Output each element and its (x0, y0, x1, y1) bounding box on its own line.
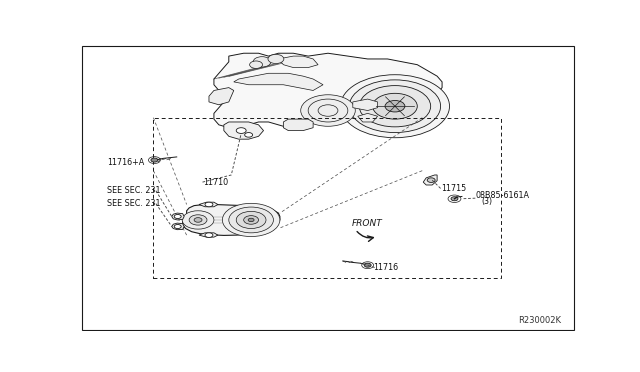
Text: SEE SEC. 231: SEE SEC. 231 (108, 186, 161, 195)
Circle shape (236, 211, 266, 228)
Circle shape (318, 105, 338, 116)
Polygon shape (358, 113, 378, 122)
Circle shape (250, 61, 262, 68)
Polygon shape (209, 87, 234, 105)
Circle shape (359, 86, 431, 127)
Polygon shape (199, 202, 218, 207)
Circle shape (205, 233, 213, 237)
Circle shape (236, 128, 246, 134)
Circle shape (174, 225, 181, 228)
Circle shape (301, 95, 355, 126)
Circle shape (253, 57, 271, 67)
Text: 08B85-6161A: 08B85-6161A (476, 191, 530, 201)
Circle shape (385, 100, 405, 112)
Circle shape (349, 80, 440, 132)
Text: 11715: 11715 (441, 184, 467, 193)
Polygon shape (353, 99, 378, 110)
Text: (3): (3) (482, 197, 493, 206)
Bar (154, 118, 500, 278)
Circle shape (308, 99, 348, 122)
Circle shape (229, 207, 273, 233)
Polygon shape (214, 53, 442, 128)
Circle shape (182, 211, 214, 229)
Polygon shape (278, 56, 318, 68)
Polygon shape (224, 122, 264, 139)
Polygon shape (423, 175, 437, 185)
Circle shape (268, 54, 284, 64)
Text: 11710: 11710 (203, 178, 228, 187)
Circle shape (222, 203, 280, 237)
Text: FRONT: FRONT (352, 219, 383, 228)
Text: 11716+A: 11716+A (108, 158, 145, 167)
Polygon shape (172, 213, 184, 220)
Circle shape (372, 93, 417, 119)
Circle shape (340, 75, 449, 138)
Polygon shape (182, 205, 280, 235)
Text: SEE SEC. 231: SEE SEC. 231 (108, 199, 161, 208)
Circle shape (205, 202, 213, 207)
Circle shape (244, 132, 253, 137)
Circle shape (174, 215, 181, 218)
Polygon shape (199, 233, 218, 237)
Circle shape (189, 215, 207, 225)
Text: 11716: 11716 (374, 263, 399, 272)
Circle shape (194, 218, 202, 222)
Circle shape (244, 216, 259, 224)
Text: R230002K: R230002K (518, 316, 561, 325)
Circle shape (364, 263, 371, 267)
Circle shape (451, 197, 458, 201)
Polygon shape (234, 73, 323, 90)
Polygon shape (172, 223, 184, 230)
Circle shape (428, 178, 435, 182)
Circle shape (248, 218, 254, 222)
Polygon shape (284, 119, 313, 131)
Circle shape (151, 158, 158, 162)
